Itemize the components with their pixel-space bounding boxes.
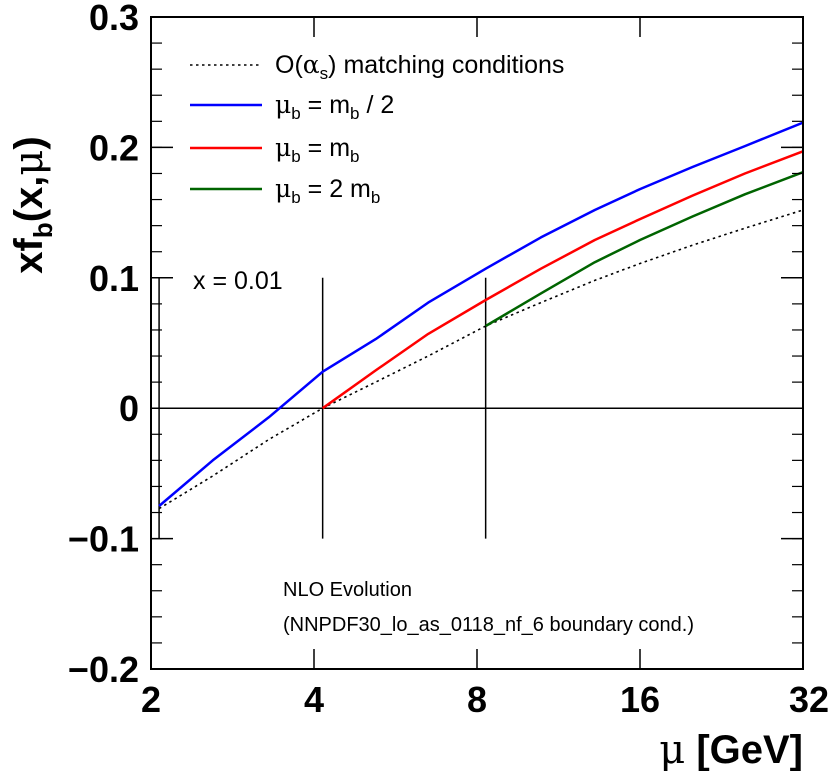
legend-label-matching-greek: α [303, 50, 320, 79]
legend-label-two: μb = 2 mb [275, 174, 380, 207]
legend: O(αs) matching conditions μb = mb / 2 μb… [190, 50, 564, 207]
annotation-evolution: NLO Evolution [283, 579, 412, 601]
y-axis-title-mid: (x, [7, 176, 51, 223]
y-tick-label-0: −0.2 [68, 649, 139, 690]
y-axis-title-greek: μ [6, 150, 52, 176]
series-line-1 [158, 121, 804, 507]
y-tick-label-2: 0 [119, 388, 139, 429]
legend-label-half-sub2: b [350, 104, 359, 123]
legend-label-one-sub2: b [350, 147, 359, 166]
legend-label-one-post: = m [301, 134, 350, 162]
legend-label-half-post2: / 2 [360, 91, 395, 119]
legend-label-one: μb = mb [275, 133, 360, 166]
x-axis-title: μ [GeV] [659, 727, 803, 771]
y-axis-title: xfb(x,μ) [6, 136, 58, 273]
y-tick-label-1: −0.1 [68, 519, 139, 560]
legend-label-half-greek: μ [275, 90, 291, 119]
y-tick-label-5: 0.3 [89, 0, 139, 38]
y-tick-label-3: 0.1 [89, 258, 139, 299]
y-axis-title-post: ) [7, 136, 51, 149]
y-axis-title-sub: b [28, 222, 58, 238]
legend-label-matching-post: ) matching conditions [328, 51, 564, 79]
x-tick-label-4: 32 [789, 679, 829, 720]
x-tick-label-2: 8 [467, 679, 487, 720]
x-tick-label-3: 16 [620, 679, 660, 720]
legend-label-matching: O(αs) matching conditions [275, 50, 564, 83]
legend-label-matching-sub: s [320, 64, 329, 83]
x-tick-label-1: 4 [304, 679, 324, 720]
legend-label-two-sub: b [291, 188, 300, 207]
x-tick-label-0: 2 [141, 679, 161, 720]
legend-label-two-greek: μ [275, 174, 291, 203]
series-line-0 [158, 209, 804, 510]
legend-label-two-sub2: b [371, 188, 380, 207]
legend-label-one-greek: μ [275, 133, 291, 162]
series-line-2 [321, 150, 804, 410]
x-axis-title-main: μ [659, 727, 685, 771]
series-line-3 [485, 171, 804, 328]
plot-frame [150, 16, 804, 670]
legend-label-one-sub: b [291, 147, 300, 166]
legend-label-half-post: = m [301, 91, 350, 119]
x-axis-title-rest: [GeV] [685, 728, 803, 771]
legend-label-half-sub: b [291, 104, 300, 123]
legend-label-matching-pre: O( [275, 51, 303, 79]
y-axis-title-pre: xf [7, 237, 51, 273]
annotation-boundary: (NNPDF30_lo_as_0118_nf_6 boundary cond.) [283, 614, 694, 636]
y-tick-label-4: 0.2 [89, 127, 139, 168]
legend-label-two-post: = 2 m [301, 175, 371, 203]
legend-label-half: μb = mb / 2 [275, 90, 394, 123]
kinematics-label: x = 0.01 [193, 267, 283, 295]
